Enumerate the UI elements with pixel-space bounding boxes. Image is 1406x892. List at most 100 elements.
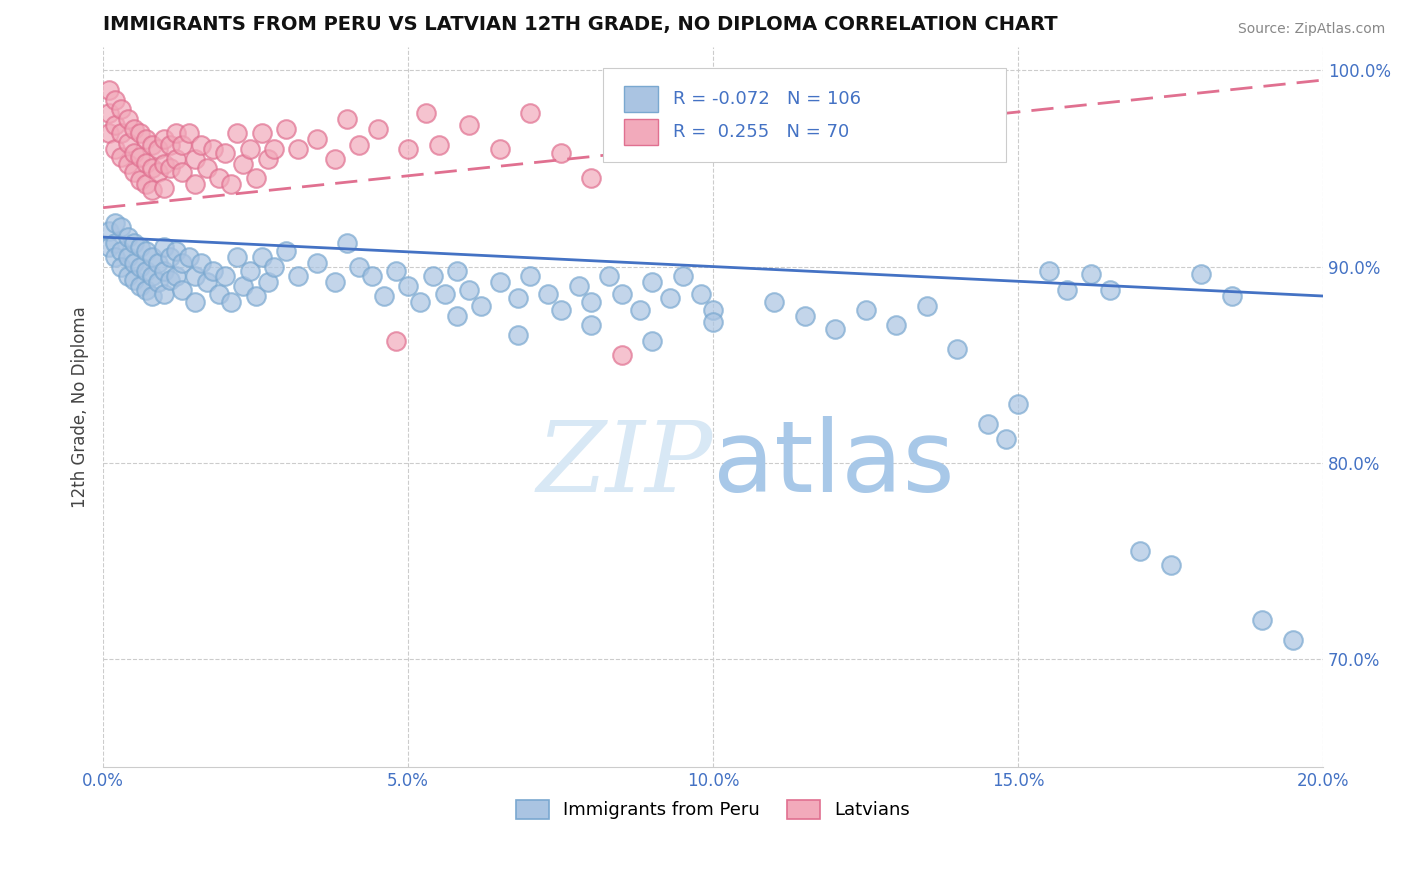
Bar [624, 120, 658, 145]
Point [470, 299, 492, 313]
Point [238, 263, 260, 277]
Point [250, 126, 273, 140]
Point [276, 122, 298, 136]
Point [159, 250, 181, 264]
Point [195, 161, 218, 176]
Point [117, 136, 139, 150]
Point [276, 244, 298, 258]
Point [579, 171, 602, 186]
Point [672, 269, 695, 284]
Point [104, 250, 127, 264]
Point [98, 83, 121, 97]
Point [458, 283, 481, 297]
Bar [624, 86, 658, 112]
Point [659, 291, 682, 305]
Point [153, 240, 176, 254]
Point [1281, 632, 1303, 647]
Point [1160, 558, 1182, 572]
Text: R = -0.072   N = 106: R = -0.072 N = 106 [673, 89, 860, 108]
Point [232, 157, 254, 171]
Point [128, 240, 150, 254]
Point [135, 177, 157, 191]
Point [367, 122, 389, 136]
Point [190, 255, 212, 269]
Point [183, 152, 205, 166]
Point [190, 137, 212, 152]
Point [98, 106, 121, 120]
Point [104, 93, 127, 107]
Point [141, 161, 163, 176]
Point [104, 216, 127, 230]
Point [763, 294, 786, 309]
Point [110, 260, 132, 274]
Point [183, 269, 205, 284]
Point [537, 287, 560, 301]
Point [349, 260, 371, 274]
Point [172, 255, 194, 269]
Point [336, 235, 359, 250]
Point [165, 269, 187, 284]
Point [884, 318, 907, 333]
Point [98, 224, 121, 238]
Point [287, 269, 309, 284]
Point [104, 118, 127, 132]
Point [1098, 283, 1121, 297]
Point [214, 145, 236, 160]
Point [183, 294, 205, 309]
Point [110, 150, 132, 164]
Point [263, 260, 285, 274]
Point [153, 263, 176, 277]
Point [128, 260, 150, 274]
Point [628, 118, 651, 132]
Point [98, 126, 121, 140]
Point [550, 302, 572, 317]
Point [117, 250, 139, 264]
Point [122, 165, 145, 179]
Point [135, 283, 157, 297]
Point [433, 287, 456, 301]
Point [702, 314, 724, 328]
Point [117, 230, 139, 244]
Point [323, 152, 346, 166]
Point [177, 126, 200, 140]
Point [135, 132, 157, 146]
Point [1038, 263, 1060, 277]
Point [427, 137, 450, 152]
Point [946, 342, 969, 356]
Point [141, 289, 163, 303]
Point [117, 112, 139, 127]
Point [349, 137, 371, 152]
Point [165, 244, 187, 258]
Point [98, 240, 121, 254]
Point [153, 287, 176, 301]
Point [110, 220, 132, 235]
Point [385, 334, 408, 348]
Point [183, 177, 205, 191]
Point [652, 137, 675, 152]
Point [1251, 613, 1274, 627]
Point [153, 132, 176, 146]
Text: atlas: atlas [713, 416, 955, 513]
Point [702, 302, 724, 317]
Point [855, 302, 877, 317]
Point [250, 250, 273, 264]
Point [305, 255, 328, 269]
Point [122, 235, 145, 250]
Point [1056, 283, 1078, 297]
Point [110, 244, 132, 258]
Point [915, 299, 938, 313]
Point [122, 145, 145, 160]
Point [1080, 268, 1102, 282]
Point [396, 142, 419, 156]
Y-axis label: 12th Grade, No Diploma: 12th Grade, No Diploma [72, 306, 89, 508]
Point [146, 165, 169, 179]
Legend: Immigrants from Peru, Latvians: Immigrants from Peru, Latvians [509, 793, 917, 827]
Point [159, 137, 181, 152]
Point [336, 112, 359, 127]
Text: R =  0.255   N = 70: R = 0.255 N = 70 [673, 123, 849, 142]
Point [458, 118, 481, 132]
Point [305, 132, 328, 146]
Point [1220, 289, 1243, 303]
Point [104, 235, 127, 250]
Point [117, 157, 139, 171]
